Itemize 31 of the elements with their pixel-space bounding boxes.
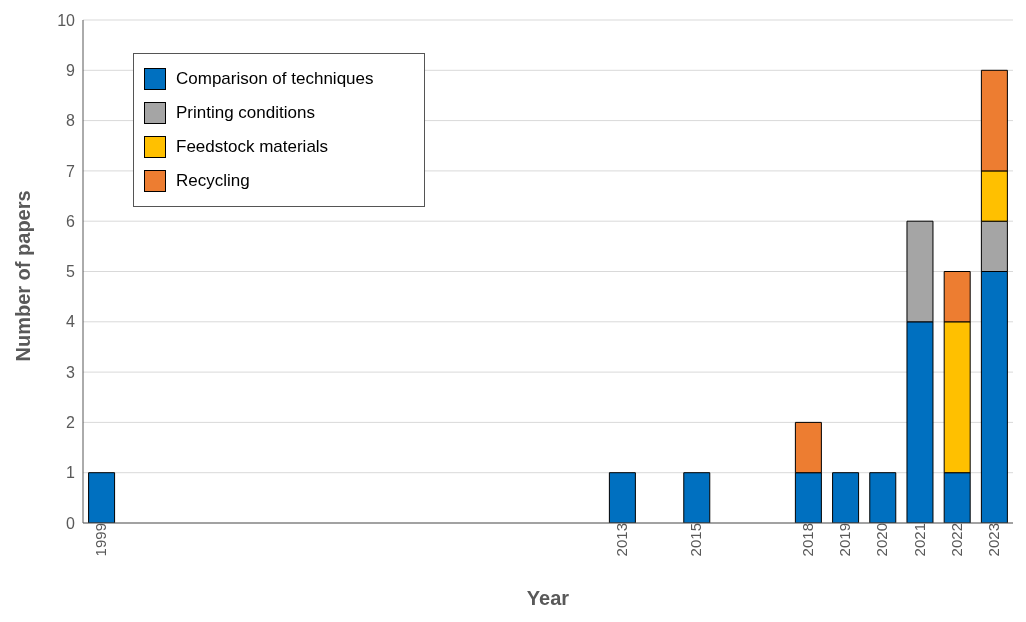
y-tick-label: 2 — [66, 414, 76, 432]
x-tick-label: 2013 — [613, 523, 631, 557]
y-tick-label: 3 — [66, 363, 76, 381]
y-tick-label: 8 — [66, 112, 76, 130]
legend-label: Comparison of techniques — [176, 69, 374, 89]
y-tick-label: 4 — [66, 313, 76, 331]
bar — [869, 472, 897, 523]
x-tick-label: 2018 — [799, 523, 817, 557]
bar — [683, 472, 711, 523]
bar — [88, 472, 116, 523]
legend-label: Recycling — [176, 171, 250, 191]
x-tick-label: 2019 — [836, 523, 854, 557]
y-axis-title: Number of papers — [12, 190, 35, 362]
x-axis-title: Year — [526, 587, 570, 609]
x-tick-label: 2021 — [910, 523, 928, 557]
y-tick-label: 0 — [66, 514, 76, 532]
y-tick-label: 5 — [66, 263, 76, 281]
legend-label: Printing conditions — [176, 103, 315, 123]
y-tick-label: 7 — [66, 162, 76, 180]
x-tick-label: 2020 — [873, 523, 891, 557]
y-tick-label: 6 — [66, 212, 76, 230]
x-tick-label: 1999 — [92, 523, 110, 557]
y-tick-label: 10 — [57, 11, 76, 29]
bar — [832, 472, 860, 523]
y-tick-label: 9 — [66, 61, 76, 79]
x-tick-label: 2022 — [947, 523, 965, 557]
x-tick-label: 2023 — [985, 523, 1003, 557]
bar — [608, 472, 636, 523]
y-tick-label: 1 — [66, 464, 76, 482]
x-tick-label: 2015 — [687, 523, 705, 557]
legend-label: Feedstock materials — [176, 137, 329, 157]
